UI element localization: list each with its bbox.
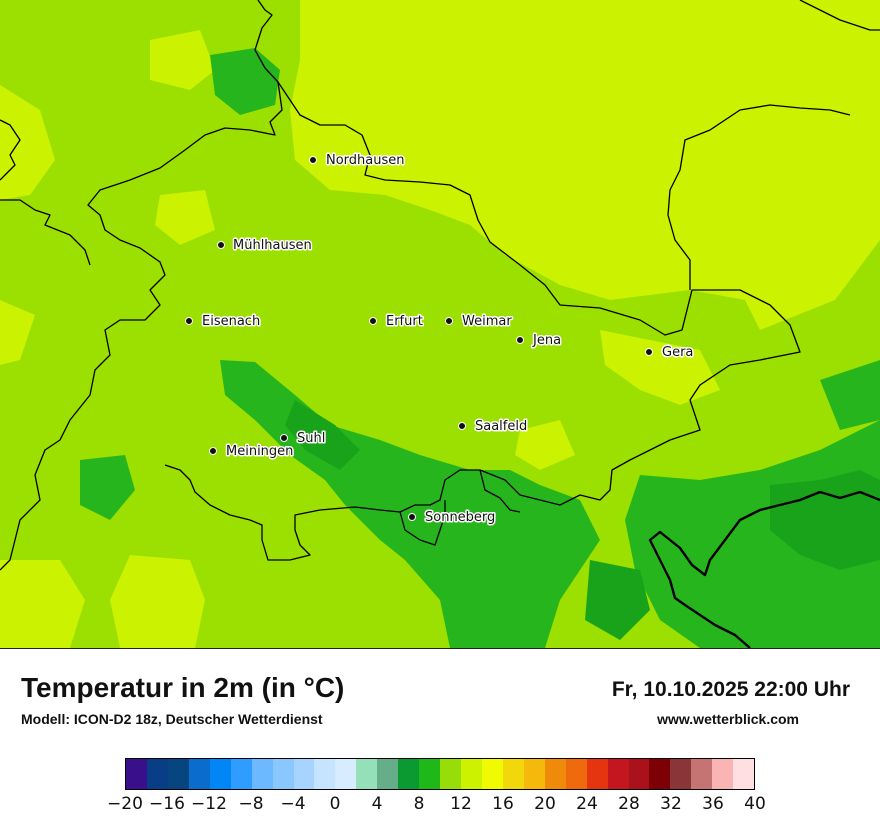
city-meiningen: Meiningen [209, 443, 295, 461]
colorbar-tick: 40 [744, 794, 766, 814]
forecast-datetime: Fr, 10.10.2025 22:00 Uhr [611, 678, 850, 701]
colorbar-tick: 24 [576, 794, 598, 814]
temperature-zone-14-16 [0, 0, 880, 648]
colorbar-tick: 20 [534, 794, 556, 814]
colorbar-swatch [649, 759, 671, 789]
colorbar-swatch [314, 759, 336, 789]
colorbar-tick: 36 [702, 794, 724, 814]
svg-text:Suhl: Suhl [297, 431, 325, 446]
colorbar-swatch [502, 759, 524, 789]
colorbar-swatch [691, 759, 713, 789]
colorbar-swatch [628, 759, 650, 789]
svg-text:Erfurt: Erfurt [386, 314, 423, 329]
city-erfurt: Erfurt [369, 313, 424, 331]
colorbar-tick: 12 [450, 794, 472, 814]
country-border [648, 490, 880, 648]
svg-text:Gera: Gera [662, 345, 693, 360]
colorbar-swatch [670, 759, 692, 789]
colorbar-swatch [356, 759, 378, 789]
colorbar-tick: −20 [107, 794, 143, 814]
colorbar-swatch [188, 759, 210, 789]
city-gera: Gera [645, 344, 695, 362]
colorbar-swatch [230, 759, 252, 789]
city-eisenach: Eisenach [185, 313, 262, 331]
colorbar-swatch [209, 759, 231, 789]
svg-text:Mühlhausen: Mühlhausen [233, 238, 312, 253]
colorbar-swatch [586, 759, 608, 789]
colorbar-swatch [167, 759, 189, 789]
colorbar-tick: −4 [280, 794, 306, 814]
colorbar-swatch [461, 759, 482, 789]
colorbar-swatch [335, 759, 357, 789]
svg-text:Saalfeld: Saalfeld [475, 419, 527, 434]
website-link[interactable]: www.wetterblick.com [657, 711, 799, 727]
svg-text:Sonneberg: Sonneberg [425, 510, 495, 525]
colorbar-swatch [272, 759, 294, 789]
city-suhl: Suhl [280, 430, 327, 448]
svg-text:Meiningen: Meiningen [226, 444, 293, 459]
city-muehlhausen: Mühlhausen [217, 237, 313, 255]
colorbar-swatch [419, 759, 441, 789]
colorbar-swatch [733, 759, 755, 789]
svg-text:Eisenach: Eisenach [202, 314, 260, 329]
colorbar-tick: 32 [660, 794, 682, 814]
city-nordhausen: Nordhausen [309, 152, 406, 170]
city-markers: Nordhausen Mühlhausen Eisenach Erfurt We… [185, 152, 695, 527]
colorbar-swatch [398, 759, 420, 789]
colorbar-tick: −16 [149, 794, 185, 814]
temperature-map: Nordhausen Mühlhausen Eisenach Erfurt We… [0, 0, 880, 649]
colorbar-tick: 28 [618, 794, 640, 814]
colorbar-swatch [126, 759, 147, 789]
svg-text:Nordhausen: Nordhausen [326, 153, 405, 168]
colorbar-tick: 16 [492, 794, 514, 814]
colorbar-swatch [712, 759, 734, 789]
city-jena: Jena [516, 332, 563, 350]
colorbar-tick: 8 [413, 794, 425, 814]
svg-text:Weimar: Weimar [462, 314, 512, 329]
city-weimar: Weimar [445, 313, 514, 331]
colorbar-tick: −12 [191, 794, 227, 814]
svg-text:Jena: Jena [532, 333, 561, 348]
colorbar-tick: 0 [329, 794, 341, 814]
colorbar-swatch [544, 759, 566, 789]
model-source: Modell: ICON-D2 18z, Deutscher Wetterdie… [21, 711, 323, 727]
temperature-colorbar [125, 758, 755, 790]
city-sonneberg: Sonneberg [408, 509, 497, 527]
colorbar-swatch [377, 759, 399, 789]
colorbar-swatch [565, 759, 587, 789]
colorbar-swatch [146, 759, 168, 789]
map-canvas: Nordhausen Mühlhausen Eisenach Erfurt We… [0, 0, 880, 648]
colorbar-swatch [607, 759, 629, 789]
colorbar-tick: −8 [238, 794, 264, 814]
colorbar-swatch [293, 759, 315, 789]
state-borders [0, 0, 880, 571]
colorbar-swatch [440, 759, 461, 789]
colorbar-tick: 4 [371, 794, 383, 814]
map-title: Temperatur in 2m (in °C) [21, 672, 345, 703]
colorbar-swatch [481, 759, 503, 789]
colorbar-swatch [523, 759, 545, 789]
colorbar-tick-labels: −20 −16 −12 −8 −4 0 4 8 12 16 20 24 28 32 36 40 [107, 794, 766, 818]
colorbar-swatch [251, 759, 273, 789]
city-saalfeld: Saalfeld [458, 418, 529, 436]
